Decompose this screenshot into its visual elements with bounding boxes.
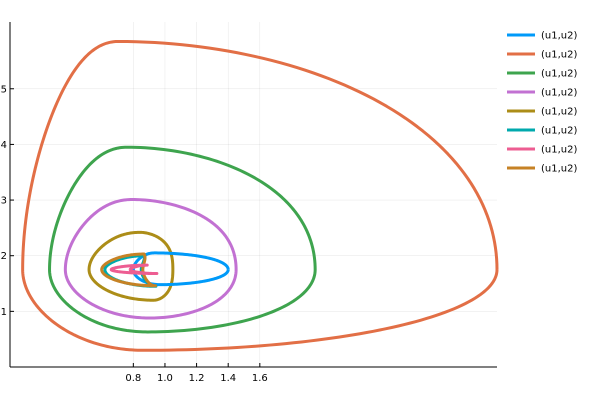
legend-label: (u1,u2) [541, 88, 577, 99]
legend-label: (u1,u2) [541, 107, 577, 118]
legend-label: (u1,u2) [541, 31, 577, 42]
series-line [109, 263, 159, 276]
legend-label: (u1,u2) [541, 69, 577, 80]
series-line [21, 39, 499, 352]
legend-label: (u1,u2) [541, 50, 577, 61]
legend: (u1,u2) (u1,u2) (u1,u2) (u1,u2) (u1,u2) (u1,u… [500, 22, 595, 182]
series-line [87, 230, 175, 302]
y-tick-label: 4 [1, 140, 7, 151]
axes [9, 22, 497, 368]
legend-box [500, 22, 595, 182]
x-tick-label: 1.2 [189, 373, 205, 384]
series-line [131, 251, 230, 287]
ticks: 0.8 1.0 1.2 1.4 1.6 1 2 3 4 5 [1, 84, 268, 384]
x-tick-label: 0.8 [125, 373, 141, 384]
y-tick-label: 2 [1, 251, 7, 262]
y-tick-label: 1 [1, 307, 7, 318]
grid [10, 22, 497, 367]
series-layer [21, 39, 499, 352]
x-tick-label: 1.0 [157, 373, 173, 384]
legend-label: (u1,u2) [541, 164, 577, 175]
legend-label: (u1,u2) [541, 145, 577, 156]
legend-label: (u1,u2) [541, 126, 577, 137]
x-tick-label: 1.6 [252, 373, 268, 384]
series-line [63, 198, 238, 320]
series-line [100, 252, 157, 288]
x-tick-label: 1.4 [220, 373, 236, 384]
series-line [48, 145, 317, 334]
y-tick-label: 5 [1, 84, 7, 95]
y-tick-label: 3 [1, 196, 7, 207]
